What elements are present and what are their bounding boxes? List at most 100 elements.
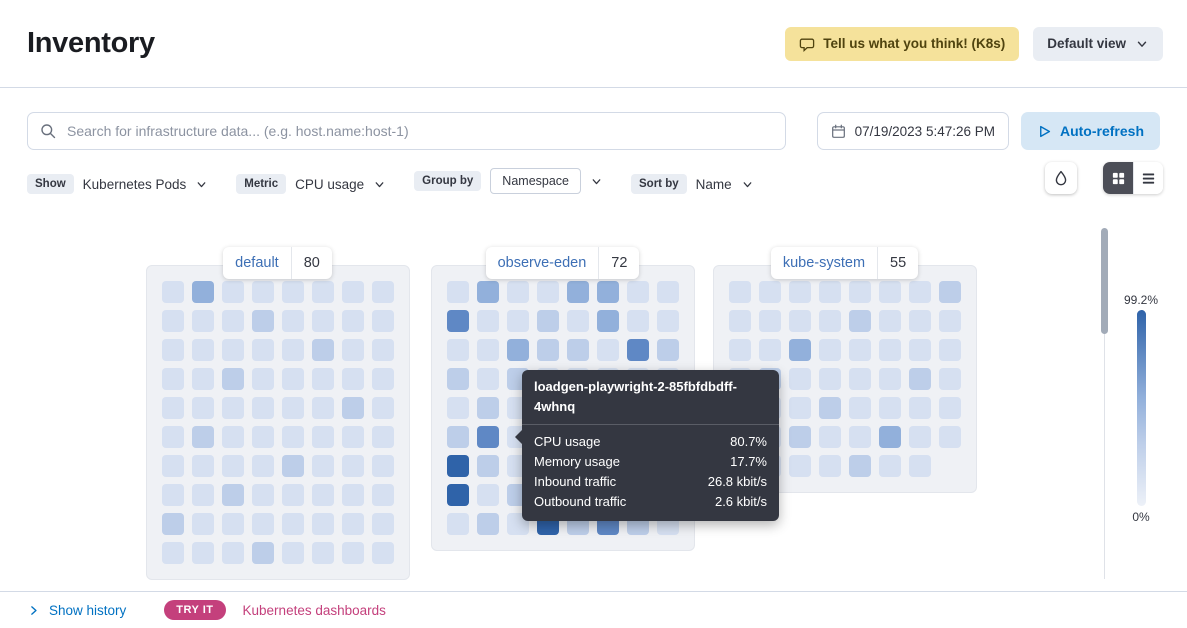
- pod-cell[interactable]: [626, 339, 649, 361]
- pod-cell[interactable]: [161, 397, 184, 419]
- pod-cell[interactable]: [476, 513, 499, 535]
- pod-cell[interactable]: [221, 542, 244, 564]
- pod-cell[interactable]: [221, 339, 244, 361]
- pod-cell[interactable]: [446, 513, 469, 535]
- show-history-button[interactable]: Show history: [27, 603, 126, 618]
- pod-cell[interactable]: [251, 455, 274, 477]
- pod-cell[interactable]: [938, 281, 961, 303]
- pod-cell[interactable]: [878, 426, 901, 448]
- pod-cell[interactable]: [536, 281, 559, 303]
- pod-cell[interactable]: [908, 368, 931, 390]
- pod-cell[interactable]: [281, 484, 304, 506]
- pod-cell[interactable]: [938, 426, 961, 448]
- show-filter-dropdown[interactable]: Show Kubernetes Pods: [27, 174, 208, 194]
- feedback-button[interactable]: Tell us what you think! (K8s): [785, 26, 1020, 61]
- date-picker-button[interactable]: 07/19/2023 5:47:26 PM: [816, 112, 1009, 150]
- pod-cell[interactable]: [221, 397, 244, 419]
- pod-cell[interactable]: [818, 426, 841, 448]
- pod-cell[interactable]: [848, 368, 871, 390]
- pod-cell[interactable]: [788, 281, 811, 303]
- pod-cell[interactable]: [191, 339, 214, 361]
- pod-cell[interactable]: [938, 397, 961, 419]
- namespace-chip[interactable]: kube-system 55: [770, 247, 919, 279]
- pod-cell[interactable]: [938, 368, 961, 390]
- pod-cell[interactable]: [251, 281, 274, 303]
- pod-cell[interactable]: [191, 455, 214, 477]
- pod-cell[interactable]: [251, 339, 274, 361]
- pod-cell[interactable]: [341, 310, 364, 332]
- pod-cell[interactable]: [191, 397, 214, 419]
- pod-cell[interactable]: [818, 310, 841, 332]
- pod-cell[interactable]: [446, 397, 469, 419]
- pod-cell[interactable]: [191, 310, 214, 332]
- pod-cell[interactable]: [908, 397, 931, 419]
- pod-cell[interactable]: [626, 281, 649, 303]
- pod-cell[interactable]: [446, 426, 469, 448]
- pod-cell[interactable]: [476, 455, 499, 477]
- pod-cell[interactable]: [191, 281, 214, 303]
- pod-cell[interactable]: [251, 484, 274, 506]
- namespace-chip[interactable]: observe-eden 72: [485, 247, 640, 279]
- pod-cell[interactable]: [446, 484, 469, 506]
- pod-cell[interactable]: [758, 281, 781, 303]
- pod-cell[interactable]: [908, 310, 931, 332]
- pod-cell[interactable]: [446, 339, 469, 361]
- pod-cell[interactable]: [476, 426, 499, 448]
- pod-cell[interactable]: [281, 513, 304, 535]
- pod-cell[interactable]: [311, 310, 334, 332]
- pod-cell[interactable]: [161, 455, 184, 477]
- pod-cell[interactable]: [281, 426, 304, 448]
- pod-cell[interactable]: [251, 310, 274, 332]
- pod-cell[interactable]: [506, 281, 529, 303]
- pod-cell[interactable]: [341, 542, 364, 564]
- table-view-button[interactable]: [1133, 162, 1163, 194]
- pod-cell[interactable]: [908, 455, 931, 477]
- pod-cell[interactable]: [878, 310, 901, 332]
- pod-cell[interactable]: [848, 310, 871, 332]
- pod-cell[interactable]: [191, 426, 214, 448]
- pod-cell[interactable]: [371, 368, 394, 390]
- pod-cell[interactable]: [191, 513, 214, 535]
- pod-cell[interactable]: [788, 455, 811, 477]
- pod-cell[interactable]: [878, 281, 901, 303]
- pod-cell[interactable]: [281, 339, 304, 361]
- pod-cell[interactable]: [311, 368, 334, 390]
- pod-cell[interactable]: [371, 542, 394, 564]
- pod-cell[interactable]: [311, 426, 334, 448]
- metric-filter-dropdown[interactable]: Metric CPU usage: [236, 174, 386, 194]
- pod-cell[interactable]: [848, 281, 871, 303]
- pod-cell[interactable]: [788, 339, 811, 361]
- map-view-button[interactable]: [1103, 162, 1133, 194]
- namespace-chip[interactable]: default 80: [223, 247, 332, 279]
- pod-cell[interactable]: [938, 339, 961, 361]
- pod-cell[interactable]: [341, 397, 364, 419]
- pod-cell[interactable]: [818, 339, 841, 361]
- pod-cell[interactable]: [848, 339, 871, 361]
- pod-cell[interactable]: [446, 281, 469, 303]
- legend-options-button[interactable]: [1045, 162, 1077, 194]
- pod-cell[interactable]: [938, 310, 961, 332]
- pod-cell[interactable]: [251, 397, 274, 419]
- pod-cell[interactable]: [281, 455, 304, 477]
- pod-cell[interactable]: [788, 310, 811, 332]
- pod-cell[interactable]: [728, 281, 751, 303]
- pod-cell[interactable]: [311, 397, 334, 419]
- pod-cell[interactable]: [341, 339, 364, 361]
- pod-cell[interactable]: [566, 339, 589, 361]
- pod-cell[interactable]: [476, 397, 499, 419]
- pod-cell[interactable]: [371, 513, 394, 535]
- group-by-value[interactable]: Namespace: [490, 168, 581, 194]
- pod-cell[interactable]: [596, 281, 619, 303]
- pod-cell[interactable]: [371, 484, 394, 506]
- pod-cell[interactable]: [251, 513, 274, 535]
- pod-cell[interactable]: [251, 426, 274, 448]
- pod-cell[interactable]: [566, 310, 589, 332]
- pod-cell[interactable]: [446, 310, 469, 332]
- pod-cell[interactable]: [311, 513, 334, 535]
- pod-cell[interactable]: [758, 339, 781, 361]
- pod-cell[interactable]: [596, 339, 619, 361]
- pod-cell[interactable]: [311, 339, 334, 361]
- pod-cell[interactable]: [161, 339, 184, 361]
- pod-cell[interactable]: [371, 310, 394, 332]
- pod-cell[interactable]: [221, 426, 244, 448]
